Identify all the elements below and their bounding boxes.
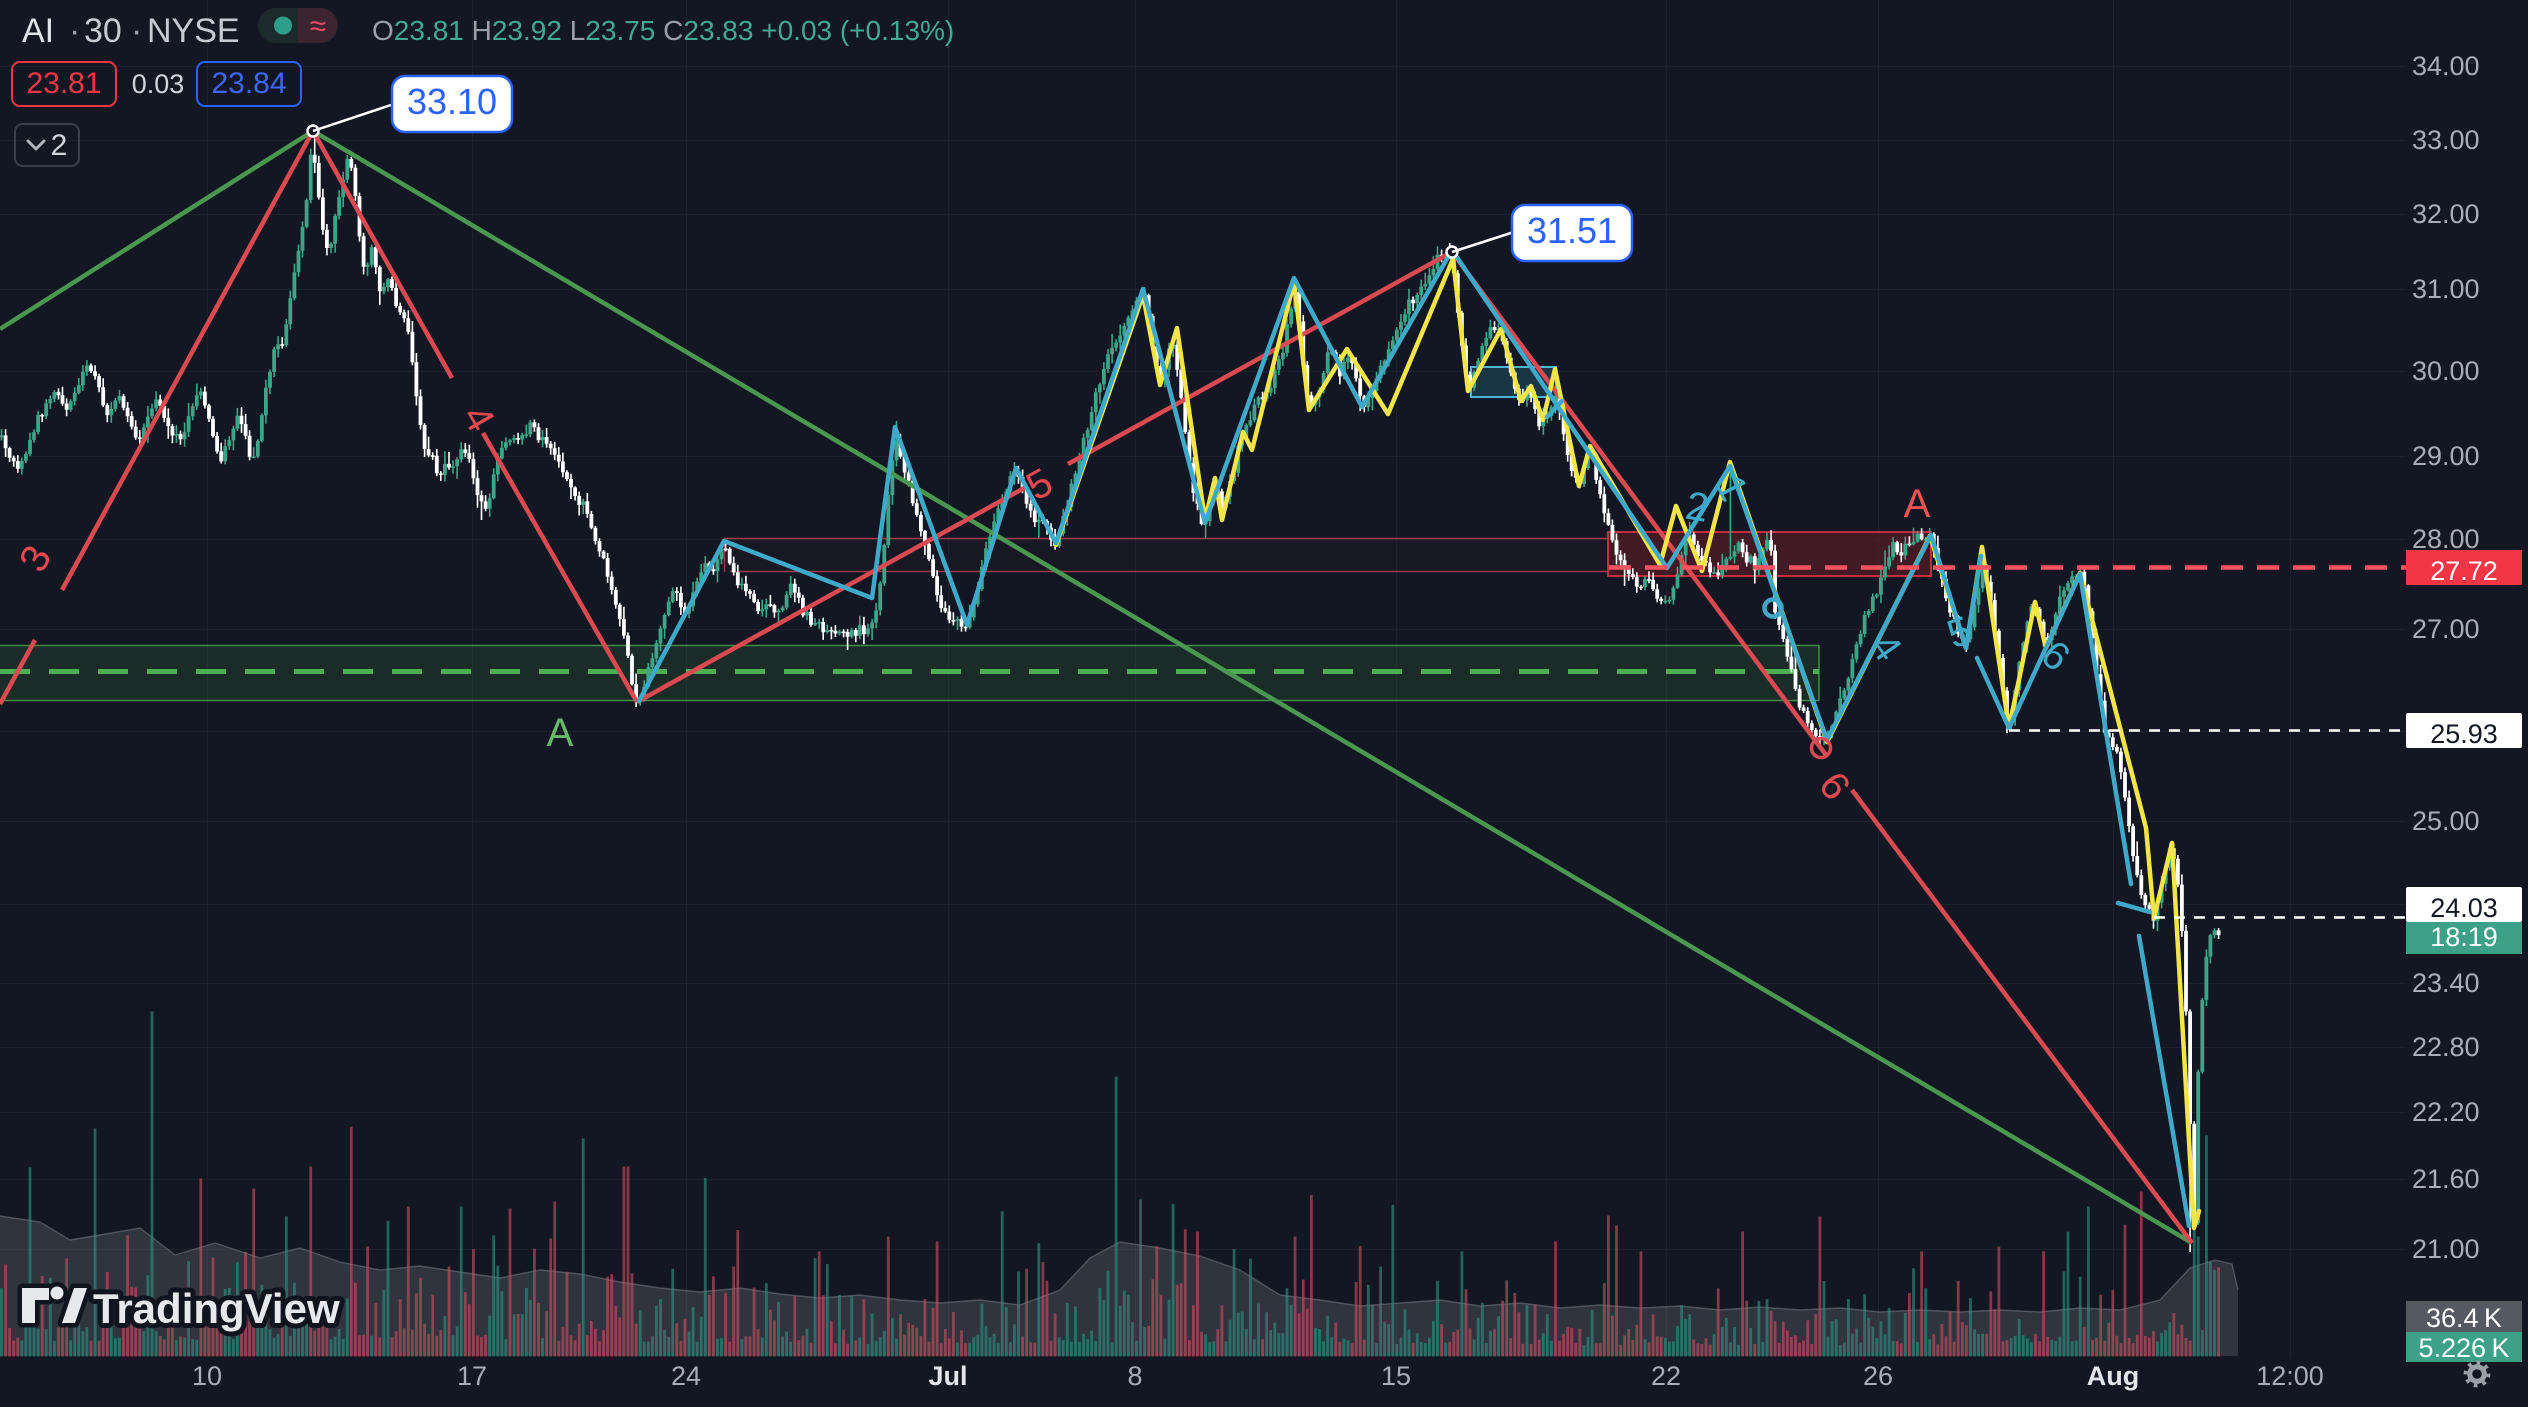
svg-text:21.00: 21.00 <box>2412 1234 2480 1264</box>
svg-text:TradingView: TradingView <box>93 1285 340 1332</box>
svg-text:27.00: 27.00 <box>2412 614 2480 644</box>
svg-text:30: 30 <box>84 12 122 50</box>
svg-text:12:00: 12:00 <box>2256 1361 2324 1391</box>
svg-text:8: 8 <box>1127 1361 1142 1391</box>
svg-text:23.84: 23.84 <box>211 67 286 100</box>
svg-text:22.20: 22.20 <box>2412 1097 2480 1127</box>
svg-text:23.81: 23.81 <box>26 67 101 100</box>
svg-text:34.00: 34.00 <box>2412 51 2480 81</box>
svg-text:36.4 K: 36.4 K <box>2426 1303 2502 1333</box>
svg-text:10: 10 <box>192 1361 222 1391</box>
svg-text:30.00: 30.00 <box>2412 356 2480 386</box>
svg-text:18:19: 18:19 <box>2430 922 2498 952</box>
svg-text:21.60: 21.60 <box>2412 1164 2480 1194</box>
svg-text:NYSE: NYSE <box>147 12 240 50</box>
svg-text:25.93: 25.93 <box>2430 719 2498 749</box>
svg-text:17: 17 <box>457 1361 487 1391</box>
svg-text:32.00: 32.00 <box>2412 199 2480 229</box>
svg-text:A: A <box>547 711 574 755</box>
svg-text:2: 2 <box>51 129 68 162</box>
svg-text:TradingView: TradingView <box>93 1285 340 1332</box>
svg-text:24: 24 <box>671 1361 701 1391</box>
svg-text:31.51: 31.51 <box>1527 210 1617 251</box>
svg-text:·: · <box>69 12 80 50</box>
svg-text:AI: AI <box>22 12 54 50</box>
svg-text:22.80: 22.80 <box>2412 1032 2480 1062</box>
svg-text:15: 15 <box>1381 1361 1411 1391</box>
svg-text:31.00: 31.00 <box>2412 274 2480 304</box>
svg-text:·: · <box>131 12 142 50</box>
svg-text:27.72: 27.72 <box>2430 556 2498 586</box>
svg-text:28.00: 28.00 <box>2412 524 2480 554</box>
svg-text:24.03: 24.03 <box>2430 893 2498 923</box>
svg-text:≈: ≈ <box>310 10 326 43</box>
svg-text:0.03: 0.03 <box>132 69 185 99</box>
svg-text:A: A <box>1904 482 1931 526</box>
svg-text:22: 22 <box>1651 1361 1681 1391</box>
svg-text:29.00: 29.00 <box>2412 441 2480 471</box>
svg-text:Aug: Aug <box>2087 1361 2139 1391</box>
svg-text:Jul: Jul <box>928 1361 967 1391</box>
svg-text:O23.81 H23.92 L23.75 C23.83 +0: O23.81 H23.92 L23.75 C23.83 +0.03 (+0.13… <box>372 15 954 46</box>
svg-text:33.00: 33.00 <box>2412 125 2480 155</box>
svg-text:26: 26 <box>1863 1361 1893 1391</box>
svg-text:33.10: 33.10 <box>407 81 497 122</box>
svg-text:23.40: 23.40 <box>2412 968 2480 998</box>
svg-text:5.226 K: 5.226 K <box>2419 1333 2510 1363</box>
svg-text:25.00: 25.00 <box>2412 806 2480 836</box>
